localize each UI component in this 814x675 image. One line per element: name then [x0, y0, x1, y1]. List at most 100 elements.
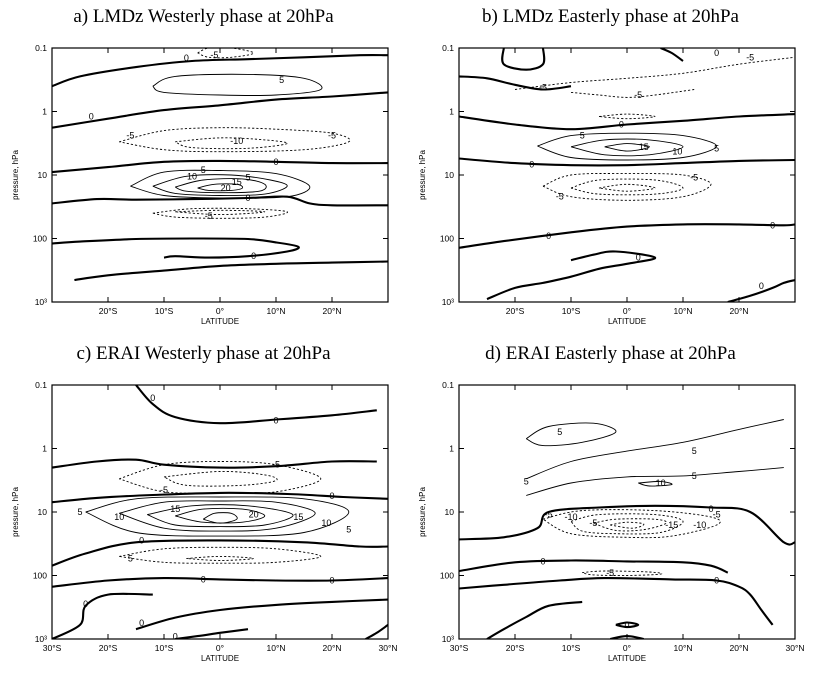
y-tick-label-c-3: 100: [33, 571, 47, 581]
contour-label-a-5: -10: [230, 136, 243, 146]
contour-group: [52, 48, 388, 282]
contour-label-d-9: -10: [693, 520, 706, 530]
x-axis-label-d: LATITUDE: [608, 654, 646, 663]
contour-label-b-2: -5: [539, 83, 547, 93]
y-tick-label-b-4: 10³: [442, 297, 454, 307]
chart-title-d: d) ERAI Easterly phase at 20hPa: [485, 343, 736, 364]
contour-label-c-0: 0: [150, 393, 155, 403]
contour-line-d-11: [459, 577, 774, 626]
panel-b: -5 0 -5 -5 0 5 15 10 5 0 -5 -5 0 0 0 0 20°S 10°S 0° 10°N 20°…: [407, 0, 814, 337]
x-tick-label-a-2: 0°: [216, 306, 224, 316]
contour-line-a-2: [52, 159, 388, 174]
contour-label-a-0: -5: [210, 50, 218, 60]
contour-line-d-8: [610, 521, 645, 529]
contour-label-a-4: -5: [126, 131, 134, 141]
contour-label-a-9: 0: [273, 157, 278, 167]
contour-label-a-6: -5: [328, 131, 336, 141]
contour-line-b-1: [459, 75, 572, 91]
y-tick-label-a-4: 10³: [35, 297, 47, 307]
y-axis-label-a: pressure, hPa: [11, 150, 20, 200]
x-tick-label-b-3: 10°N: [674, 306, 693, 316]
contour-line-b-0: [501, 48, 546, 71]
chart-b: -5 0 -5 -5 0 5 15 10 5 0 -5 -5 0 0 0 0 20°S 10°S 0° 10°N 20°…: [418, 43, 796, 326]
y-tick-label-d-3: 100: [440, 571, 454, 581]
contour-label-b-15: 0: [759, 281, 764, 291]
y-tick-label-a-3: 100: [33, 234, 47, 244]
contour-line-a-1: [52, 91, 388, 129]
contour-label-d-1: 5: [692, 446, 697, 456]
contour-label-c-16: 0: [83, 599, 88, 609]
plot-frame: [458, 384, 796, 640]
contour-label-b-8: 5: [714, 143, 719, 153]
contour-label-d-6: -10: [564, 512, 577, 522]
contour-line-a-13: [197, 183, 244, 192]
contour-label-c-4: 0: [329, 491, 334, 501]
contour-line-a-0: [52, 54, 388, 88]
x-tick-label-c-1: 20°S: [99, 643, 118, 653]
y-axis-label-b: pressure, hPa: [418, 150, 427, 200]
y-tick-label-c-4: 10³: [35, 634, 47, 644]
contour-label-b-6: 15: [639, 142, 649, 152]
contour-line-a-10: [130, 169, 311, 199]
contour-label-c-14: 0: [201, 574, 206, 584]
contour-label-a-7: 5: [201, 165, 206, 175]
contour-line-a-6: [197, 48, 255, 59]
contour-label-d-10: -5: [713, 510, 721, 520]
contour-line-c-13: [52, 577, 388, 588]
x-tick-label-d-6: 30°N: [786, 643, 805, 653]
contour-line-a-9: [175, 137, 288, 150]
x-tick-label-a-4: 20°N: [323, 306, 342, 316]
contour-group: [459, 48, 795, 302]
x-tick-label-d-2: 10°S: [562, 643, 581, 653]
contour-line-a-7: [152, 73, 323, 96]
x-tick-label-a-1: 10°S: [155, 306, 174, 316]
contour-line-b-3: [514, 56, 795, 90]
x-tick-label-c-2: 10°S: [155, 643, 174, 653]
x-axis-label-c: LATITUDE: [201, 654, 239, 663]
contour-label-c-10: 10: [321, 518, 331, 528]
contour-line-c-9: [202, 512, 238, 524]
contour-line-c-16: [175, 628, 249, 639]
y-tick-label-d-2: 10: [445, 507, 455, 517]
contour-label-d-14: 0: [714, 576, 719, 586]
contour-line-d-3: [638, 480, 673, 487]
contour-line-d-6: [570, 513, 684, 535]
contour-label-d-7: -5: [589, 518, 597, 528]
contour-label-c-18: 0: [173, 632, 178, 642]
panel-c: 0 0 -5 -5 0 5 10 15 20 15 10 5 0 5 0 0 0 0 0 30°S 20°S 10°S 0°…: [0, 337, 407, 674]
contour-label-a-15: 0: [251, 251, 256, 261]
chart-title-b: b) LMDz Easterly phase at 20hPa: [482, 6, 739, 27]
contour-line-b-10: [604, 143, 650, 152]
contour-line-a-14: [152, 207, 288, 219]
contour-line-c-11: [119, 546, 322, 564]
x-tick-label-b-1: 10°S: [562, 306, 581, 316]
contour-line-b-14: [459, 223, 795, 249]
contour-label-a-14: -5: [205, 211, 213, 221]
contour-label-c-2: -5: [272, 460, 280, 470]
contour-line-b-6: [598, 113, 656, 120]
contour-line-a-12: [175, 178, 267, 194]
contour-label-d-2: 5: [524, 476, 529, 486]
contour-label-c-15: 0: [329, 576, 334, 586]
contour-line-a-8: [119, 127, 351, 153]
contour-label-d-15: 0: [624, 620, 629, 630]
contour-label-d-13: -5: [606, 568, 614, 578]
contour-line-b-9: [570, 138, 684, 157]
y-tick-label-d-4: 10³: [442, 634, 454, 644]
contour-line-d-13: [615, 621, 640, 629]
contour-label-c-5: 5: [77, 507, 82, 517]
contour-label-b-10: -5: [690, 173, 698, 183]
contour-line-c-5: [85, 496, 350, 537]
contour-label-b-13: 0: [770, 220, 775, 230]
contour-label-c-17: 0: [139, 618, 144, 628]
contour-label-b-0: -5: [746, 52, 754, 62]
x-tick-label-a-0: 20°S: [99, 306, 118, 316]
contour-line-d-12: [486, 600, 583, 639]
chart-title-a: a) LMDz Westerly phase at 20hPa: [73, 6, 334, 27]
x-tick-label-b-4: 20°N: [730, 306, 749, 316]
contour-label-b-11: -5: [556, 192, 564, 202]
y-tick-label-c-2: 10: [38, 507, 48, 517]
contour-group: [459, 419, 795, 639]
